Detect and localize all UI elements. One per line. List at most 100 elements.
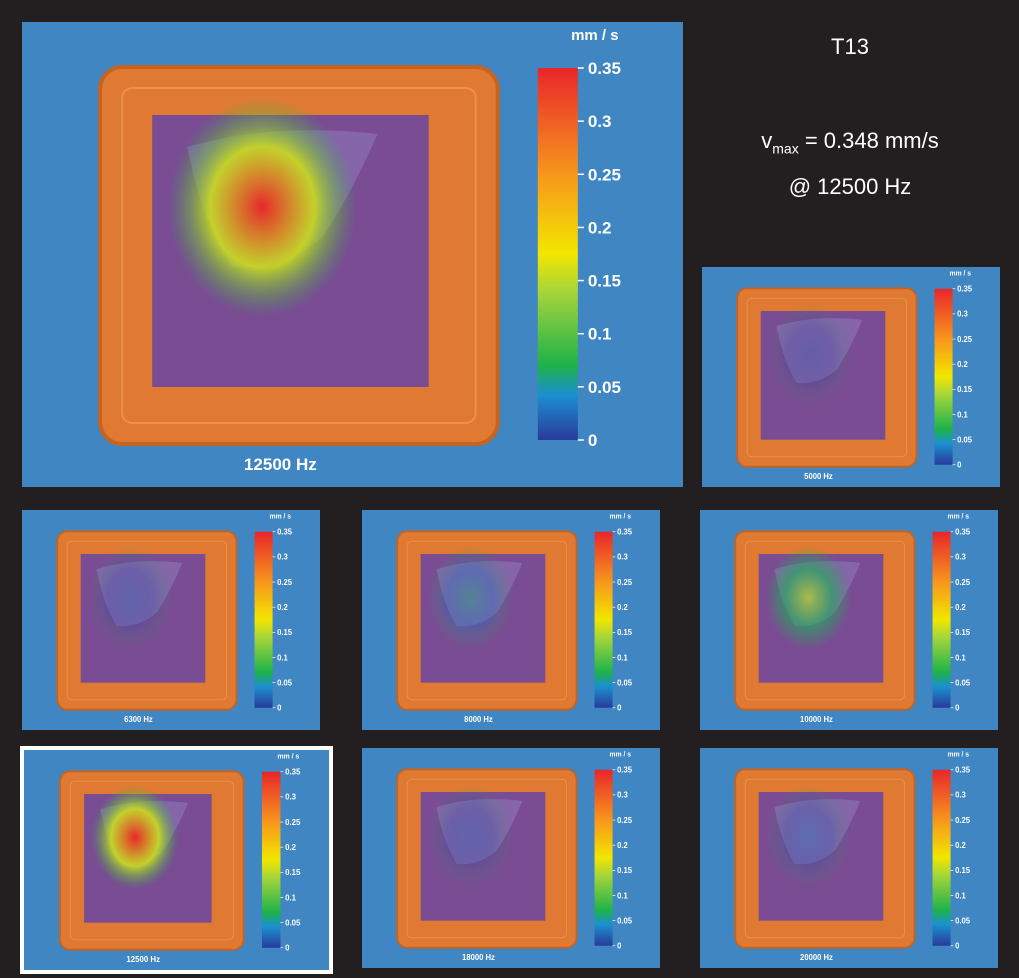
panel: 12500 Hz mm / s 0 0.05 0.1 0.15 0.2 0.25 0.3 0.35 — [20, 746, 333, 974]
colorbar-tick-label: 0.3 — [955, 553, 966, 562]
frequency-label: 8000 Hz — [464, 715, 493, 724]
colorbar-tick-label: 0.3 — [955, 791, 966, 800]
frequency-label: 10000 Hz — [800, 715, 833, 724]
heat-blob — [87, 545, 174, 650]
colorbar-tick-label: 0.1 — [617, 891, 628, 900]
colorbar-tick-label: 0.05 — [617, 678, 633, 687]
colorbar-unit: mm / s — [950, 270, 972, 277]
tile-groove — [406, 540, 567, 701]
colorbar-tick-label: 0 — [955, 703, 960, 712]
colorbar-tick-label: 0 — [617, 703, 622, 712]
colorbar-tick-label: 0.2 — [588, 218, 612, 237]
colorbar-unit: mm / s — [610, 751, 632, 758]
colorbar-tick-label: 0 — [588, 431, 597, 450]
colorbar-tick-label: 0 — [277, 703, 282, 712]
colorbar-tick-label: 0.35 — [617, 527, 633, 536]
colorbar — [537, 68, 578, 440]
tile-groove — [744, 778, 905, 939]
colorbar-tick-label: 0.3 — [588, 112, 612, 131]
colorbar — [932, 531, 951, 708]
colorbar-tick-label: 0.1 — [955, 653, 966, 662]
colorbar-tick-label: 0.05 — [955, 678, 971, 687]
tile-groove — [744, 540, 905, 701]
colorbar-tick-label: 0.25 — [617, 816, 633, 825]
colorbar-tick-label: 0.3 — [617, 791, 628, 800]
vmax-subscript: max — [772, 140, 799, 157]
panel: 20000 Hz mm / s 0 0.05 0.1 0.15 0.2 0.25 0.3 0.35 — [700, 748, 998, 968]
colorbar-unit: mm / s — [948, 513, 970, 520]
tile-groove — [746, 297, 907, 458]
colorbar — [932, 769, 951, 946]
colorbar-tick-label: 0.15 — [617, 866, 633, 875]
colorbar-tick-label: 0.1 — [588, 325, 612, 344]
colorbar-tick-label: 0.2 — [617, 603, 628, 612]
colorbar-tick-label: 0 — [957, 460, 962, 469]
vmax: vmax = 0.348 mm/s — [700, 128, 1000, 156]
colorbar-tick-label: 0.15 — [955, 866, 971, 875]
colorbar-tick-label: 0.3 — [957, 310, 968, 319]
panel: 5000 Hz mm / s 0 0.05 0.1 0.15 0.2 0.25 0.3 0.35 — [702, 267, 1000, 487]
colorbar-tick-label: 0.25 — [588, 165, 621, 184]
heat-blob — [427, 783, 514, 888]
colorbar-tick-label: 0.35 — [277, 527, 293, 536]
colorbar-tick-label: 0.25 — [277, 578, 293, 587]
colorbar-tick-label: 0.2 — [617, 841, 628, 850]
colorbar — [594, 531, 613, 708]
colorbar-tick-label: 0.2 — [285, 843, 296, 852]
colorbar — [254, 531, 273, 708]
vmax-value: = 0.348 mm/s — [804, 128, 939, 153]
colorbar-tick-label: 0.05 — [955, 916, 971, 925]
colorbar-tick-label: 0.05 — [277, 678, 293, 687]
colorbar-tick-label: 0.2 — [955, 603, 966, 612]
panel: 12500 Hz mm / s 0 0.05 0.1 0.15 0.2 0.25 0.3 0.35 — [22, 22, 683, 487]
tile-groove — [69, 780, 234, 941]
colorbar-tick-label: 0.35 — [588, 59, 621, 78]
frequency-label: 18000 Hz — [462, 953, 495, 962]
frequency-label: 12500 Hz — [126, 955, 160, 964]
colorbar-tick-label: 0.05 — [285, 918, 301, 927]
colorbar-tick-label: 0.15 — [285, 868, 301, 877]
colorbar-unit: mm / s — [948, 751, 970, 758]
heat-blob — [91, 785, 179, 890]
colorbar-tick-label: 0.35 — [955, 527, 971, 536]
colorbar-tick-label: 0.1 — [617, 653, 628, 662]
colorbar — [934, 288, 953, 465]
colorbar — [594, 769, 613, 946]
heat-blob — [427, 545, 514, 650]
colorbar — [261, 771, 281, 948]
tile-groove — [406, 778, 567, 939]
frequency-label: 12500 Hz — [244, 455, 317, 474]
panel: 18000 Hz mm / s 0 0.05 0.1 0.15 0.2 0.25 0.3 0.35 — [362, 748, 660, 968]
colorbar-tick-label: 0.15 — [277, 628, 293, 637]
colorbar-tick-label: 0 — [285, 944, 290, 953]
colorbar-tick-label: 0.15 — [588, 272, 621, 291]
colorbar-tick-label: 0.35 — [957, 284, 973, 293]
heat-blob — [167, 97, 358, 317]
colorbar-tick-label: 0.25 — [955, 816, 971, 825]
heat-blob — [767, 302, 854, 407]
colorbar-tick-label: 0.15 — [955, 628, 971, 637]
colorbar-tick-label: 0.3 — [617, 553, 628, 562]
colorbar-tick-label: 0.25 — [955, 578, 971, 587]
colorbar-tick-label: 0.3 — [277, 553, 288, 562]
panel: 6300 Hz mm / s 0 0.05 0.1 0.15 0.2 0.25 0.3 0.35 — [22, 510, 320, 730]
colorbar-unit: mm / s — [277, 753, 299, 760]
colorbar-tick-label: 0.15 — [617, 628, 633, 637]
colorbar-tick-label: 0.2 — [957, 360, 968, 369]
frequency-label: 5000 Hz — [804, 472, 833, 481]
colorbar-tick-label: 0.35 — [285, 768, 301, 777]
colorbar-tick-label: 0.2 — [277, 603, 288, 612]
panel: 10000 Hz mm / s 0 0.05 0.1 0.15 0.2 0.25 0.3 0.35 — [700, 510, 998, 730]
frequency-label: 6300 Hz — [124, 715, 153, 724]
colorbar-tick-label: 0.35 — [955, 765, 971, 774]
colorbar-tick-label: 0.05 — [617, 916, 633, 925]
colorbar-tick-label: 0.05 — [957, 435, 973, 444]
title: T13 — [831, 34, 869, 59]
vmax-symbol: v — [761, 128, 773, 153]
colorbar-tick-label: 0.05 — [588, 378, 621, 397]
heat-blob — [765, 545, 852, 650]
colorbar-tick-label: 0.3 — [285, 793, 296, 802]
colorbar-unit: mm / s — [270, 513, 292, 520]
colorbar-tick-label: 0.1 — [277, 653, 288, 662]
